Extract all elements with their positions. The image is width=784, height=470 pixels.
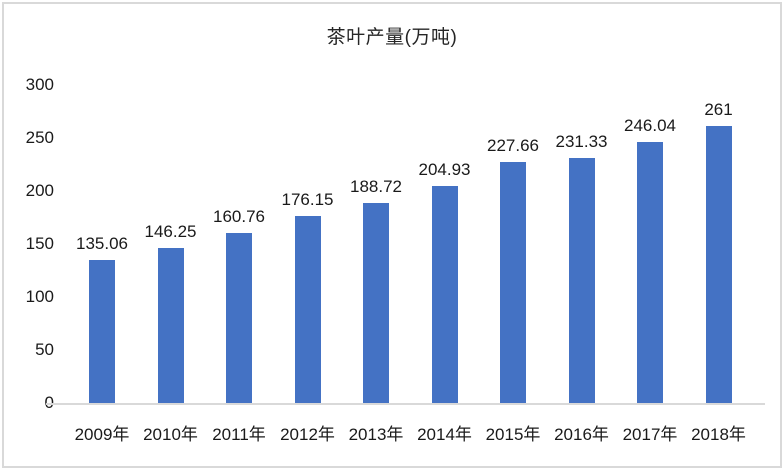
y-axis-tick-label: 250 bbox=[25, 128, 54, 147]
x-axis-label: 2009年 bbox=[74, 425, 130, 444]
bar-2014年 bbox=[431, 186, 458, 403]
x-axis-label: 2018年 bbox=[691, 425, 746, 444]
data-label: 231.33 bbox=[555, 132, 608, 151]
x-axis-label: 2012年 bbox=[280, 425, 335, 444]
data-label: 135.06 bbox=[76, 234, 128, 253]
data-label: 160.76 bbox=[213, 207, 265, 226]
y-axis-tick-label: 100 bbox=[25, 287, 54, 306]
x-axis-label: 2011年 bbox=[212, 425, 266, 444]
bar-2009年 bbox=[89, 260, 115, 403]
bar-2016年 bbox=[568, 158, 595, 403]
x-axis-label: 2016年 bbox=[554, 425, 609, 444]
data-label: 188.72 bbox=[350, 177, 402, 196]
chart-title: 茶叶产量(万吨) bbox=[326, 27, 458, 48]
y-axis-tick-label: 200 bbox=[25, 181, 54, 200]
bar-2010年 bbox=[157, 248, 184, 403]
bar-2015年 bbox=[500, 162, 526, 403]
x-axis-label: 2014年 bbox=[417, 425, 472, 444]
data-label: 176.15 bbox=[281, 190, 334, 209]
x-axis-baseline bbox=[46, 403, 765, 405]
x-axis-label: 2013年 bbox=[348, 425, 404, 444]
x-axis-label: 2017年 bbox=[622, 425, 678, 444]
data-label: 246.04 bbox=[624, 116, 676, 135]
data-label: 261 bbox=[704, 100, 733, 119]
x-axis-label: 2010年 bbox=[143, 425, 198, 444]
y-axis-tick-label: 300 bbox=[25, 75, 54, 94]
data-label: 146.25 bbox=[144, 222, 197, 241]
y-axis-tick-label: 50 bbox=[35, 340, 54, 359]
x-axis-label: 2015年 bbox=[485, 425, 541, 444]
y-axis-tick-label: 0 bbox=[0, 392, 54, 414]
bar-2018年 bbox=[705, 126, 732, 403]
bar-2011年 bbox=[226, 233, 252, 403]
bar-2012年 bbox=[294, 216, 321, 403]
bar-2017年 bbox=[637, 142, 663, 403]
data-label: 227.66 bbox=[487, 136, 539, 155]
bar-2013年 bbox=[363, 203, 389, 403]
data-label: 204.93 bbox=[418, 160, 471, 179]
y-axis-tick-label: 150 bbox=[25, 234, 54, 253]
